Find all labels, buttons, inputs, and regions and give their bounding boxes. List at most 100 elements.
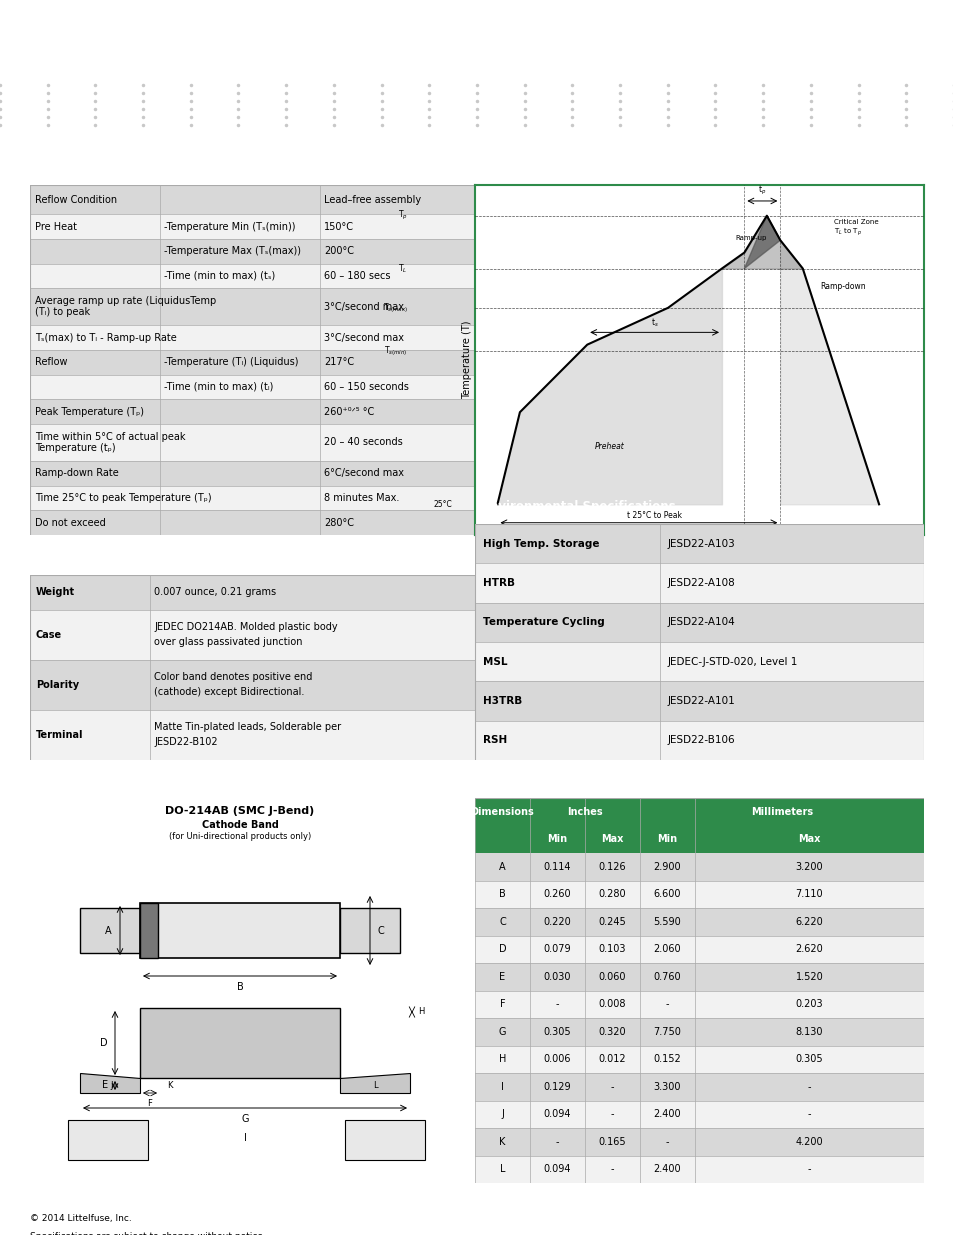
Text: E: E — [499, 972, 505, 982]
Bar — [475, 603, 923, 642]
Text: 0.152: 0.152 — [653, 1055, 680, 1065]
Bar — [339, 908, 399, 953]
Text: JESD22-B102: JESD22-B102 — [153, 737, 217, 747]
Bar — [30, 510, 475, 535]
Text: Ramp-down Rate: Ramp-down Rate — [35, 468, 118, 478]
Text: 0.305: 0.305 — [543, 1026, 571, 1036]
Bar — [475, 1018, 923, 1046]
Text: D: D — [498, 945, 506, 955]
Text: Reflow Condition: Reflow Condition — [35, 195, 117, 205]
Bar — [475, 798, 923, 825]
Text: L: L — [499, 1165, 505, 1174]
Text: 260⁺⁰ᐟ⁵ °C: 260⁺⁰ᐟ⁵ °C — [324, 406, 374, 416]
Bar — [30, 325, 475, 350]
Text: 200°C: 200°C — [324, 246, 354, 257]
Text: I: I — [500, 1082, 503, 1092]
Text: DO-214AB (SMC J-Bend): DO-214AB (SMC J-Bend) — [165, 806, 314, 816]
Text: -: - — [556, 999, 558, 1009]
Text: J: J — [111, 1082, 113, 1091]
Text: JEDEC-J-STD-020, Level 1: JEDEC-J-STD-020, Level 1 — [667, 657, 798, 667]
Text: 6.600: 6.600 — [653, 889, 680, 899]
Bar — [475, 524, 923, 563]
Text: -Time (min to max) (tₛ): -Time (min to max) (tₛ) — [164, 270, 275, 282]
Text: 6.220: 6.220 — [795, 916, 822, 926]
Bar — [30, 424, 475, 461]
Text: L: L — [373, 1082, 377, 1091]
Polygon shape — [743, 216, 780, 268]
Text: -Temperature Min (Tₛ(min)): -Temperature Min (Tₛ(min)) — [164, 221, 295, 232]
Bar — [475, 825, 923, 853]
Bar — [475, 1156, 923, 1183]
Text: 0.280: 0.280 — [598, 889, 626, 899]
Text: -Time (min to max) (tₗ): -Time (min to max) (tₗ) — [164, 382, 274, 391]
Text: -: - — [665, 1136, 669, 1147]
Text: B: B — [498, 889, 505, 899]
Text: JEDEC DO214AB. Molded plastic body: JEDEC DO214AB. Molded plastic body — [153, 622, 337, 632]
Text: -: - — [807, 1165, 810, 1174]
Bar — [475, 563, 923, 603]
Bar — [140, 1008, 339, 1078]
Text: -: - — [807, 1109, 810, 1119]
Text: T$_{s(max)}$: T$_{s(max)}$ — [382, 301, 407, 315]
Text: over glass passivated junction: over glass passivated junction — [153, 637, 302, 647]
Text: Temperature Cycling: Temperature Cycling — [482, 618, 604, 627]
Text: © 2014 Littelfuse, Inc.: © 2014 Littelfuse, Inc. — [30, 1214, 132, 1223]
Text: 60 – 180 secs: 60 – 180 secs — [324, 270, 390, 282]
Text: H3TRB: H3TRB — [482, 697, 521, 706]
Text: 2.900: 2.900 — [653, 862, 680, 872]
Bar — [475, 1046, 923, 1073]
Text: T$_p$: T$_p$ — [397, 209, 407, 222]
Text: 8.130: 8.130 — [795, 1026, 822, 1036]
Text: Preheat: Preheat — [595, 442, 624, 451]
Text: Time 25°C to peak Temperature (Tₚ): Time 25°C to peak Temperature (Tₚ) — [35, 493, 212, 503]
Text: Color band denotes positive end: Color band denotes positive end — [153, 672, 312, 682]
Text: Ramp-down: Ramp-down — [820, 283, 865, 291]
Text: 280°C: 280°C — [324, 517, 354, 527]
Bar — [30, 710, 475, 760]
Text: 7.750: 7.750 — [653, 1026, 680, 1036]
Text: 0.030: 0.030 — [543, 972, 571, 982]
Text: G: G — [498, 1026, 506, 1036]
Text: Critical Zone
T$_L$ to T$_p$: Critical Zone T$_L$ to T$_p$ — [833, 220, 878, 238]
Text: Cathode Band: Cathode Band — [201, 820, 278, 830]
Text: 0.126: 0.126 — [598, 862, 626, 872]
Text: JESD22-B106: JESD22-B106 — [667, 735, 735, 746]
Text: 5.590: 5.590 — [653, 916, 680, 926]
Text: 20 – 40 seconds: 20 – 40 seconds — [324, 437, 402, 447]
Text: 0.094: 0.094 — [543, 1165, 571, 1174]
Text: (cathode) except Bidirectional.: (cathode) except Bidirectional. — [153, 688, 304, 698]
Bar — [475, 682, 923, 721]
Text: 25°C: 25°C — [434, 500, 452, 509]
Text: 0.203: 0.203 — [795, 999, 822, 1009]
Bar — [475, 853, 923, 881]
Text: Weight: Weight — [36, 588, 75, 598]
Bar — [475, 990, 923, 1018]
Text: Environmental Specifications: Environmental Specifications — [481, 500, 675, 513]
Text: Dimensions: Dimensions — [44, 774, 120, 787]
Text: 0.260: 0.260 — [543, 889, 571, 899]
Text: G: G — [241, 1114, 249, 1124]
Text: 3°C/second max: 3°C/second max — [324, 301, 403, 311]
Text: Ramp-up: Ramp-up — [735, 235, 766, 241]
Text: Physical Specifications: Physical Specifications — [36, 551, 189, 564]
Bar — [475, 1100, 923, 1128]
Text: RSH: RSH — [482, 735, 507, 746]
Text: 0.079: 0.079 — [543, 945, 571, 955]
Text: 0.094: 0.094 — [543, 1109, 571, 1119]
Text: 0.114: 0.114 — [543, 862, 571, 872]
Bar — [30, 461, 475, 485]
Text: JESD22-A101: JESD22-A101 — [667, 697, 735, 706]
Text: 0.129: 0.129 — [543, 1082, 571, 1092]
Text: 1.520: 1.520 — [795, 972, 822, 982]
Text: Transient Voltage Suppression Diodes: Transient Voltage Suppression Diodes — [30, 25, 447, 44]
Text: B: B — [236, 982, 243, 992]
Text: 6°C/second max: 6°C/second max — [324, 468, 403, 478]
Text: H: H — [498, 1055, 506, 1065]
Text: Polarity: Polarity — [36, 679, 79, 690]
Bar — [30, 399, 475, 424]
Text: MSL: MSL — [482, 657, 507, 667]
Text: 0.103: 0.103 — [598, 945, 625, 955]
Text: Specifications are subject to change without notice.: Specifications are subject to change wit… — [30, 1233, 266, 1235]
Text: ⚡⚡ Littelfuse®: ⚡⚡ Littelfuse® — [720, 23, 865, 41]
Text: 0.008: 0.008 — [598, 999, 625, 1009]
